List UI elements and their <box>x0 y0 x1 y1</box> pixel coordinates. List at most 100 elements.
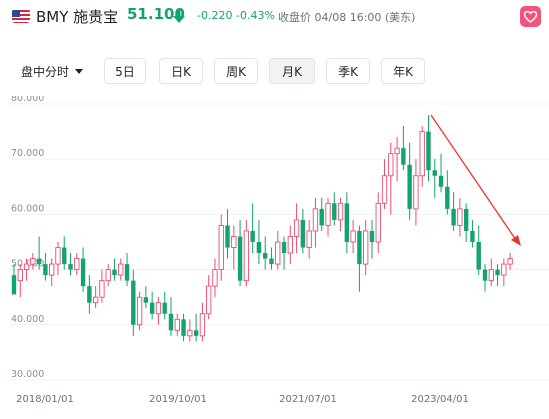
candle[interactable] <box>68 253 73 276</box>
candle[interactable] <box>149 291 155 320</box>
candle[interactable] <box>162 291 167 320</box>
candle[interactable] <box>36 236 42 270</box>
candle[interactable] <box>225 208 230 259</box>
candle[interactable] <box>256 219 262 265</box>
candle[interactable] <box>193 313 199 342</box>
candle[interactable] <box>87 275 92 314</box>
close-time-info: 收盘价 04/08 16:00 (美东) <box>278 11 416 24</box>
tab-5day[interactable]: 5日 <box>104 58 146 84</box>
candle[interactable] <box>470 219 475 248</box>
candle[interactable] <box>124 253 130 287</box>
candle[interactable] <box>344 192 350 254</box>
candle[interactable] <box>199 302 206 342</box>
candle[interactable] <box>507 253 513 270</box>
candle[interactable] <box>243 219 250 287</box>
candle[interactable] <box>501 258 507 287</box>
candle[interactable] <box>30 253 36 270</box>
candle[interactable] <box>419 126 425 187</box>
candle-body <box>269 258 274 265</box>
candle[interactable] <box>131 269 136 336</box>
candle[interactable] <box>155 297 162 325</box>
candle-body <box>281 242 287 254</box>
candle[interactable] <box>23 258 30 281</box>
candle[interactable] <box>263 236 268 270</box>
candle[interactable] <box>457 197 463 237</box>
candle[interactable] <box>463 203 469 242</box>
candle[interactable] <box>105 264 111 287</box>
candle[interactable] <box>187 319 193 342</box>
candle[interactable] <box>168 297 174 336</box>
candle-body <box>149 302 155 314</box>
candle[interactable] <box>388 142 394 215</box>
candle[interactable] <box>55 242 61 276</box>
candle[interactable] <box>363 219 369 276</box>
favorite-button[interactable] <box>520 6 541 27</box>
candle[interactable] <box>112 258 117 281</box>
candle[interactable] <box>136 291 143 331</box>
candle[interactable] <box>401 126 406 171</box>
candle[interactable] <box>62 236 67 270</box>
candle[interactable] <box>80 247 86 292</box>
candle[interactable] <box>206 275 212 320</box>
candle[interactable] <box>312 197 319 248</box>
candle[interactable] <box>332 192 337 226</box>
candle[interactable] <box>306 219 312 259</box>
tab-yearly-k[interactable]: 年K <box>381 58 425 84</box>
candle[interactable] <box>181 313 186 342</box>
candle-body <box>438 175 444 187</box>
candle[interactable] <box>11 264 17 295</box>
candle[interactable] <box>174 313 180 336</box>
tab-weekly-k[interactable]: 周K <box>214 58 258 84</box>
candle[interactable] <box>445 170 450 215</box>
candle[interactable] <box>92 286 99 309</box>
candle[interactable] <box>275 230 281 270</box>
candle[interactable] <box>357 225 362 292</box>
candle[interactable] <box>49 258 55 287</box>
tab-daily-k[interactable]: 日K <box>159 58 203 84</box>
candle[interactable] <box>74 253 80 276</box>
candle[interactable] <box>99 269 105 303</box>
candle[interactable] <box>237 219 243 287</box>
candle-body <box>300 219 306 248</box>
candle[interactable] <box>451 192 456 231</box>
candle[interactable] <box>438 153 444 193</box>
candle[interactable] <box>369 219 375 259</box>
candle[interactable] <box>488 258 494 287</box>
tab-intraday[interactable]: 盘中分时 <box>21 58 93 84</box>
candle[interactable] <box>250 203 255 254</box>
candle[interactable] <box>325 197 331 237</box>
candle[interactable] <box>394 137 400 182</box>
candle[interactable] <box>482 264 488 292</box>
y-tick-label: 80.000 <box>11 96 44 104</box>
candle[interactable] <box>381 159 388 209</box>
candle[interactable] <box>287 225 293 265</box>
candle[interactable] <box>407 142 412 220</box>
candle[interactable] <box>293 203 300 254</box>
candle[interactable] <box>350 219 356 254</box>
candle[interactable] <box>231 225 237 270</box>
candle[interactable] <box>432 159 437 198</box>
candle[interactable] <box>413 159 419 226</box>
candle[interactable] <box>43 253 48 281</box>
candle[interactable] <box>476 225 481 276</box>
tab-quarterly-k[interactable]: 季K <box>326 58 370 84</box>
chart-grid <box>10 103 549 381</box>
candle[interactable] <box>281 236 287 270</box>
candle[interactable] <box>495 264 500 287</box>
candle[interactable] <box>212 258 218 298</box>
candle-body <box>363 230 369 265</box>
candle[interactable] <box>269 247 274 270</box>
candle[interactable] <box>375 192 381 254</box>
candle-body <box>36 258 42 265</box>
candle[interactable] <box>143 286 149 309</box>
candle[interactable] <box>426 115 431 182</box>
candle[interactable] <box>218 214 224 281</box>
candle[interactable] <box>300 208 306 254</box>
candle[interactable] <box>17 264 23 298</box>
tab-monthly-k[interactable]: 月K <box>269 58 315 84</box>
candle[interactable] <box>337 197 344 231</box>
candle[interactable] <box>319 197 324 231</box>
candle[interactable] <box>118 258 124 281</box>
